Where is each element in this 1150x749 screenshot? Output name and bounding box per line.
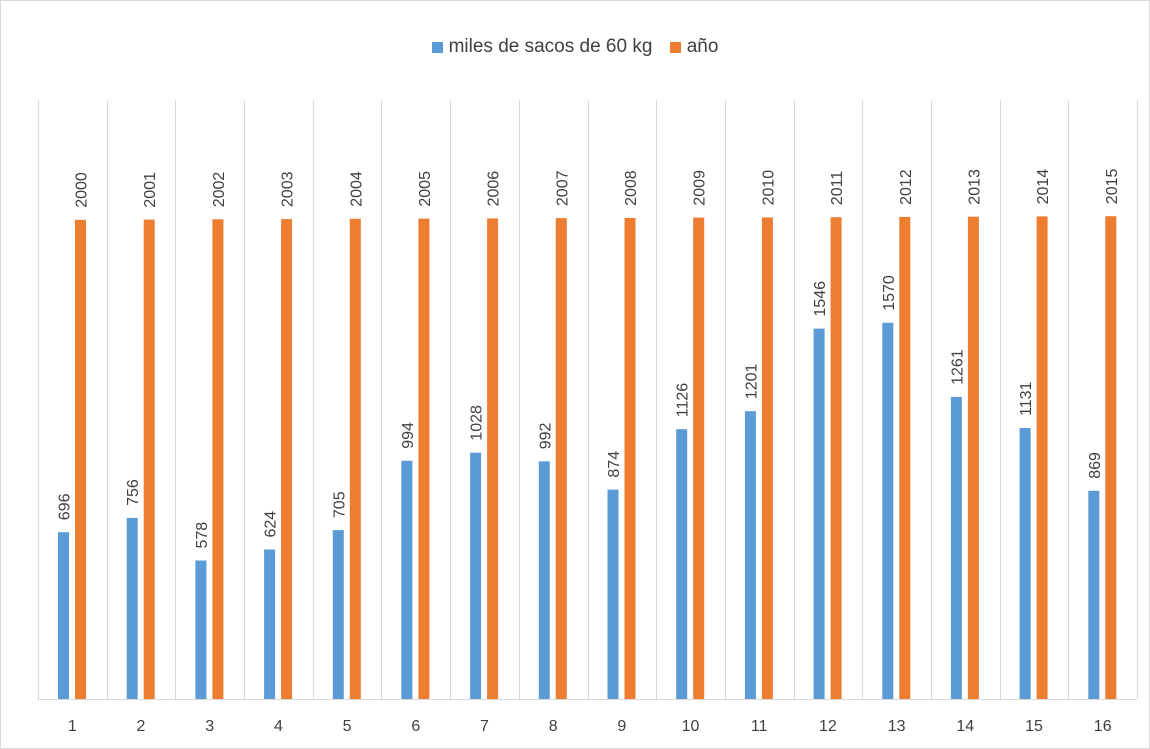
bar xyxy=(195,560,207,699)
data-label: 2010 xyxy=(760,170,777,206)
bar xyxy=(1036,216,1048,699)
bar xyxy=(882,322,894,699)
bar xyxy=(332,530,344,699)
bar xyxy=(1105,216,1117,699)
bar xyxy=(555,218,567,699)
bar xyxy=(624,217,636,699)
bar xyxy=(281,219,293,699)
bar xyxy=(126,517,138,699)
data-label: 2014 xyxy=(1035,169,1052,205)
legend-swatch-orange xyxy=(669,41,681,53)
x-tick-label: 12 xyxy=(819,718,837,735)
data-label: 2009 xyxy=(692,170,709,206)
x-tick-label: 3 xyxy=(205,718,214,735)
legend-swatch-blue xyxy=(431,41,443,53)
bar xyxy=(899,216,911,699)
x-tick-label: 7 xyxy=(480,718,489,735)
data-label: 2008 xyxy=(623,170,640,206)
data-label: 1546 xyxy=(812,281,829,317)
bar xyxy=(143,219,155,699)
data-label: 2007 xyxy=(554,170,571,206)
legend: miles de sacos de 60 kg año xyxy=(0,36,1150,59)
data-label: 2005 xyxy=(417,171,434,207)
bar xyxy=(693,217,705,699)
data-label: 992 xyxy=(537,423,554,450)
legend-label: año xyxy=(686,36,719,57)
legend-item-miles-de-sacos: miles de sacos de 60 kg xyxy=(431,36,653,58)
bar xyxy=(761,217,773,699)
data-label: 624 xyxy=(263,511,280,538)
data-label: 1028 xyxy=(469,405,486,441)
bar xyxy=(1019,428,1031,699)
bar xyxy=(487,218,499,699)
x-tick-label: 10 xyxy=(682,718,700,735)
x-tick-label: 14 xyxy=(956,718,974,735)
bar xyxy=(1088,490,1100,699)
x-tick-label: 4 xyxy=(274,718,283,735)
data-label: 696 xyxy=(57,493,74,520)
bar xyxy=(676,429,688,699)
data-label: 2012 xyxy=(898,169,915,205)
data-label: 2000 xyxy=(74,172,91,208)
bar xyxy=(744,411,756,699)
bar xyxy=(607,489,619,699)
x-tick-label: 9 xyxy=(617,718,626,735)
bar xyxy=(950,396,962,699)
data-label: 2002 xyxy=(211,172,228,208)
data-label: 2003 xyxy=(280,171,297,207)
bar xyxy=(967,216,979,699)
bar xyxy=(470,452,482,699)
data-label: 1570 xyxy=(881,275,898,311)
x-tick-label: 1 xyxy=(68,718,77,735)
data-label: 2013 xyxy=(966,169,983,205)
x-tick-label: 13 xyxy=(888,718,906,735)
bar xyxy=(349,218,361,700)
x-tick-label: 11 xyxy=(751,718,768,735)
bar xyxy=(830,217,842,699)
data-label: 1131 xyxy=(1018,381,1035,416)
x-tick-label: 5 xyxy=(343,718,352,735)
legend-label: miles de sacos de 60 kg xyxy=(448,36,653,57)
data-label: 2015 xyxy=(1104,169,1121,205)
bar xyxy=(418,218,430,699)
data-label: 2011 xyxy=(829,171,846,206)
data-label: 1261 xyxy=(949,349,966,385)
bar xyxy=(75,219,86,700)
bar xyxy=(538,461,550,699)
data-label: 1126 xyxy=(675,383,692,418)
x-tick-label: 2 xyxy=(137,718,146,735)
data-label: 869 xyxy=(1087,452,1104,479)
data-label: 994 xyxy=(400,422,417,449)
bar xyxy=(813,328,825,699)
legend-item-ano: año xyxy=(669,36,719,58)
x-tick-label: 15 xyxy=(1025,718,1043,735)
data-label: 2001 xyxy=(142,172,159,208)
bar xyxy=(58,532,69,699)
data-label: 1201 xyxy=(743,364,760,400)
x-tick-label: 8 xyxy=(549,718,558,735)
bar xyxy=(264,549,276,699)
bar xyxy=(401,460,413,699)
data-label: 705 xyxy=(331,491,348,518)
bar xyxy=(212,219,224,700)
data-label: 2004 xyxy=(348,171,365,207)
data-label: 756 xyxy=(125,479,142,506)
data-label: 874 xyxy=(606,451,623,478)
data-label: 2006 xyxy=(486,171,503,207)
x-tick-label: 16 xyxy=(1094,718,1112,735)
data-label: 578 xyxy=(194,522,211,549)
x-tick-label: 6 xyxy=(411,718,420,735)
